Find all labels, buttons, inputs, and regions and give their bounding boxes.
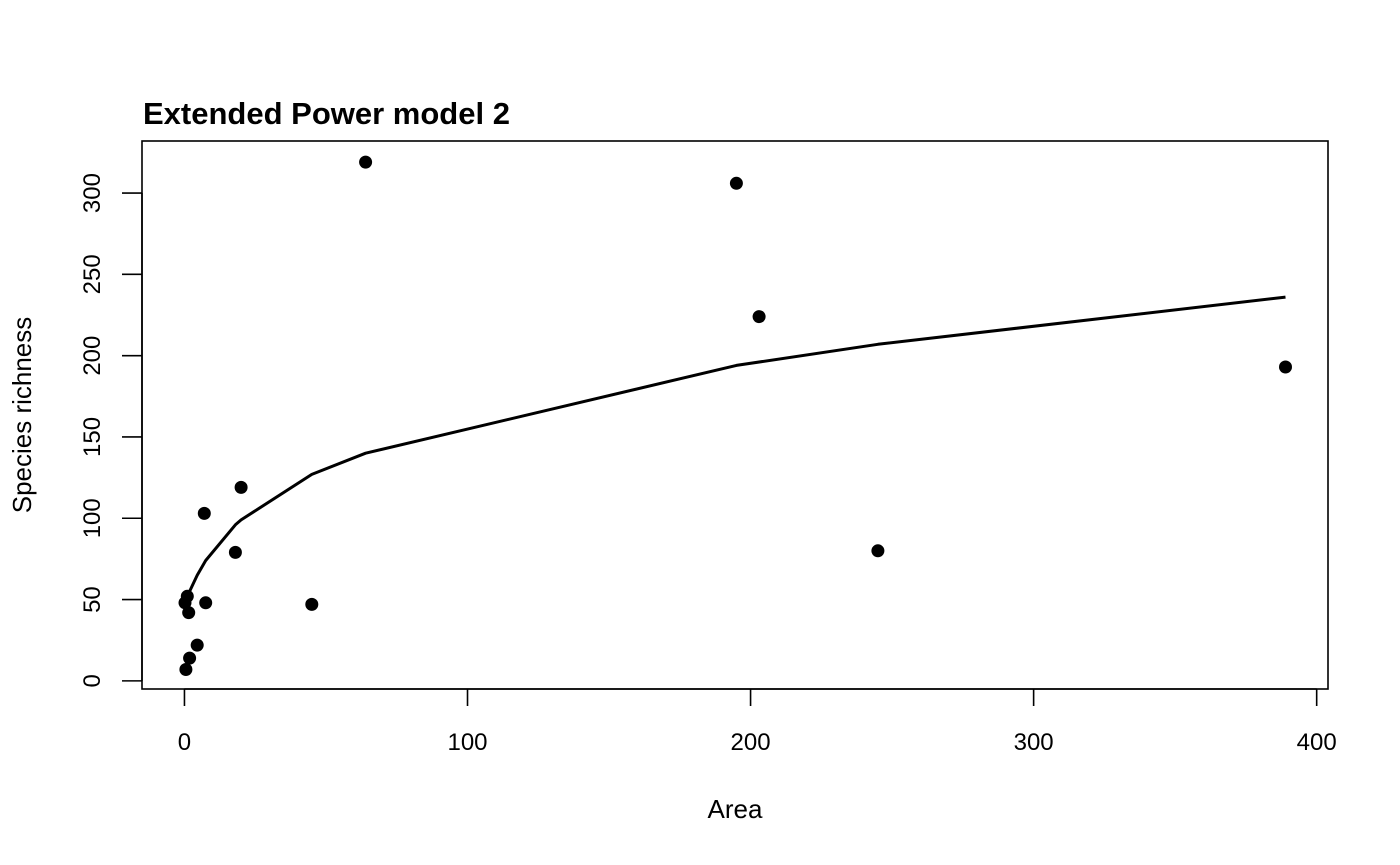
data-point [182,606,196,620]
y-axis: 0 50 100 150 200 250 300 [79,173,143,688]
x-tick-label: 400 [1297,729,1337,756]
chart-title: Extended Power model 2 [143,96,510,131]
y-tick-label: 50 [79,586,106,613]
x-tick-label: 100 [447,729,487,756]
y-tick-label: 250 [79,254,106,294]
x-axis-label: Area [708,794,763,824]
data-series [178,155,1292,676]
data-point [359,155,373,169]
y-tick-label: 300 [79,173,106,213]
data-point [197,506,211,520]
data-point [179,663,193,676]
data-point [729,176,743,190]
data-point [228,545,242,559]
data-point [305,597,319,611]
x-tick-label: 200 [731,729,771,756]
data-point [180,589,194,603]
data-point [871,544,885,558]
x-axis: 0 100 200 300 400 [178,688,1337,756]
plot-frame [141,140,1329,690]
y-tick-label: 100 [79,498,106,538]
y-tick-label: 200 [79,336,106,376]
data-point [183,651,197,665]
data-point [752,310,766,324]
data-point [199,596,213,610]
x-tick-label: 300 [1014,729,1054,756]
data-point [234,480,248,494]
y-axis-label: Species richness [7,317,37,514]
y-tick-label: 0 [79,674,106,687]
data-point [1279,360,1292,374]
y-tick-label: 150 [79,417,106,457]
data-point [190,638,204,652]
x-tick-label: 0 [178,729,191,756]
fitted-curve-line [183,295,1286,616]
